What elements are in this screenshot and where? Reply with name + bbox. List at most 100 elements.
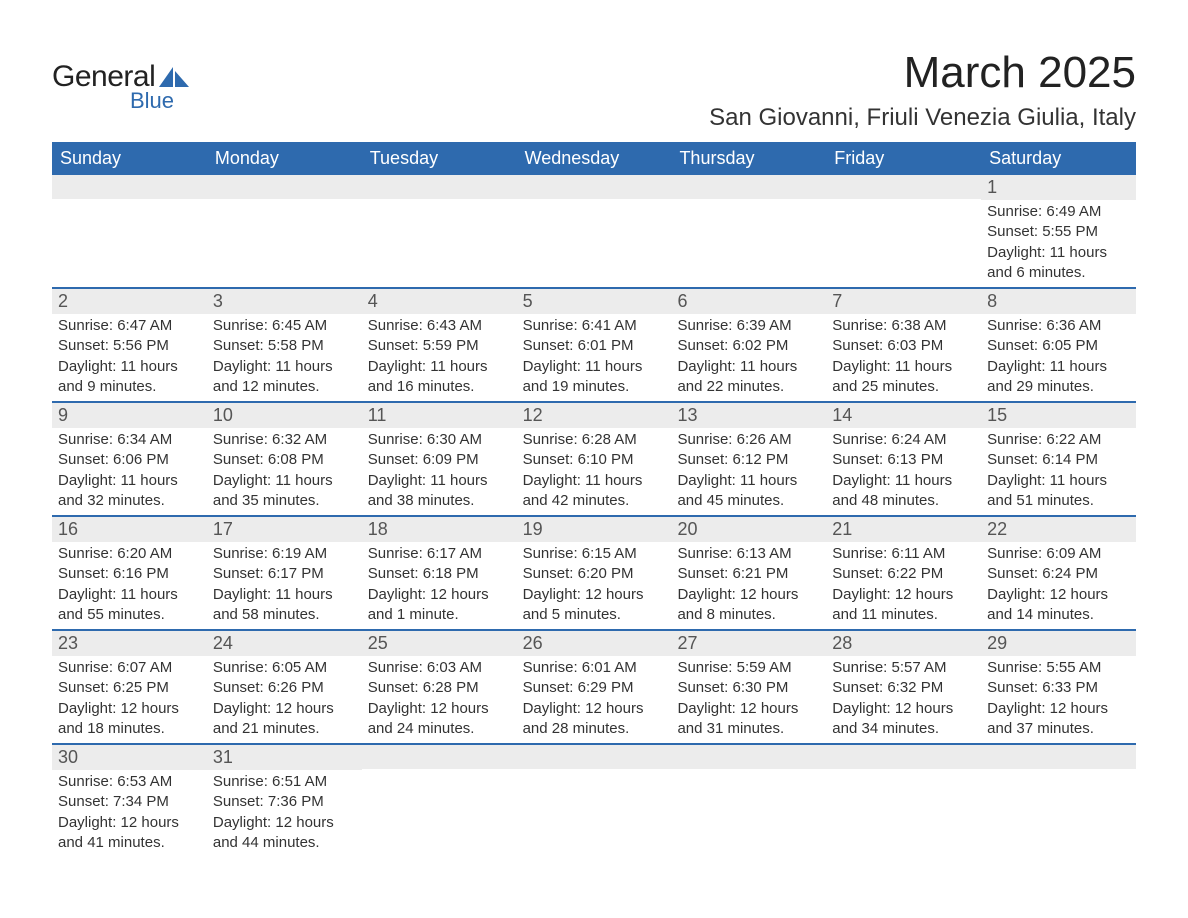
- day-content: Sunrise: 6:51 AMSunset: 7:36 PMDaylight:…: [207, 770, 362, 857]
- day-content: [362, 199, 517, 205]
- calendar-day: [207, 175, 362, 287]
- sunset-text: Sunset: 6:22 PM: [832, 564, 975, 584]
- day-content: [207, 199, 362, 205]
- daylight-text: Daylight: 11 hours and 25 minutes.: [832, 357, 975, 398]
- calendar-day: 31Sunrise: 6:51 AMSunset: 7:36 PMDayligh…: [207, 745, 362, 857]
- day-number: 15: [981, 403, 1136, 428]
- day-number: [826, 175, 981, 199]
- day-content: Sunrise: 6:47 AMSunset: 5:56 PMDaylight:…: [52, 314, 207, 401]
- daylight-text: Daylight: 12 hours and 11 minutes.: [832, 585, 975, 626]
- calendar-day: 17Sunrise: 6:19 AMSunset: 6:17 PMDayligh…: [207, 517, 362, 629]
- calendar-week: 1Sunrise: 6:49 AMSunset: 5:55 PMDaylight…: [52, 175, 1136, 287]
- sunrise-text: Sunrise: 6:24 AM: [832, 430, 975, 450]
- month-title: March 2025: [709, 48, 1136, 98]
- sunrise-text: Sunrise: 6:36 AM: [987, 316, 1130, 336]
- daylight-text: Daylight: 12 hours and 44 minutes.: [213, 813, 356, 854]
- sunrise-text: Sunrise: 6:05 AM: [213, 658, 356, 678]
- weekday-header: Friday: [826, 142, 981, 175]
- sunset-text: Sunset: 6:21 PM: [677, 564, 820, 584]
- day-number: 21: [826, 517, 981, 542]
- calendar-day: 25Sunrise: 6:03 AMSunset: 6:28 PMDayligh…: [362, 631, 517, 743]
- calendar-day: 14Sunrise: 6:24 AMSunset: 6:13 PMDayligh…: [826, 403, 981, 515]
- day-number: [981, 745, 1136, 769]
- daylight-text: Daylight: 12 hours and 21 minutes.: [213, 699, 356, 740]
- day-content: [671, 199, 826, 205]
- calendar-day: 21Sunrise: 6:11 AMSunset: 6:22 PMDayligh…: [826, 517, 981, 629]
- weekday-header: Saturday: [981, 142, 1136, 175]
- calendar-day: 3Sunrise: 6:45 AMSunset: 5:58 PMDaylight…: [207, 289, 362, 401]
- brand-logo: General Blue: [52, 60, 189, 114]
- day-content: [826, 199, 981, 205]
- day-content: Sunrise: 6:26 AMSunset: 6:12 PMDaylight:…: [671, 428, 826, 515]
- day-number: [671, 745, 826, 769]
- sunset-text: Sunset: 6:28 PM: [368, 678, 511, 698]
- day-content: [52, 199, 207, 205]
- day-number: [207, 175, 362, 199]
- day-content: Sunrise: 6:43 AMSunset: 5:59 PMDaylight:…: [362, 314, 517, 401]
- calendar-day: 20Sunrise: 6:13 AMSunset: 6:21 PMDayligh…: [671, 517, 826, 629]
- sunrise-text: Sunrise: 6:26 AM: [677, 430, 820, 450]
- day-content: Sunrise: 5:55 AMSunset: 6:33 PMDaylight:…: [981, 656, 1136, 743]
- day-number: 28: [826, 631, 981, 656]
- day-number: 5: [517, 289, 672, 314]
- day-content: Sunrise: 6:49 AMSunset: 5:55 PMDaylight:…: [981, 200, 1136, 287]
- sunrise-text: Sunrise: 6:32 AM: [213, 430, 356, 450]
- day-number: [362, 745, 517, 769]
- calendar-day: [362, 745, 517, 857]
- calendar-day: 29Sunrise: 5:55 AMSunset: 6:33 PMDayligh…: [981, 631, 1136, 743]
- daylight-text: Daylight: 11 hours and 22 minutes.: [677, 357, 820, 398]
- day-number: 31: [207, 745, 362, 770]
- daylight-text: Daylight: 11 hours and 51 minutes.: [987, 471, 1130, 512]
- calendar-day: [671, 745, 826, 857]
- title-block: March 2025 San Giovanni, Friuli Venezia …: [709, 48, 1136, 132]
- daylight-text: Daylight: 11 hours and 38 minutes.: [368, 471, 511, 512]
- location-text: San Giovanni, Friuli Venezia Giulia, Ita…: [709, 104, 1136, 132]
- day-content: Sunrise: 6:19 AMSunset: 6:17 PMDaylight:…: [207, 542, 362, 629]
- calendar-day: 18Sunrise: 6:17 AMSunset: 6:18 PMDayligh…: [362, 517, 517, 629]
- weekday-header: Thursday: [671, 142, 826, 175]
- day-content: Sunrise: 6:05 AMSunset: 6:26 PMDaylight:…: [207, 656, 362, 743]
- sunrise-text: Sunrise: 5:57 AM: [832, 658, 975, 678]
- daylight-text: Daylight: 11 hours and 58 minutes.: [213, 585, 356, 626]
- day-content: Sunrise: 6:13 AMSunset: 6:21 PMDaylight:…: [671, 542, 826, 629]
- weekday-header-row: Sunday Monday Tuesday Wednesday Thursday…: [52, 142, 1136, 175]
- calendar-week: 9Sunrise: 6:34 AMSunset: 6:06 PMDaylight…: [52, 401, 1136, 515]
- daylight-text: Daylight: 11 hours and 12 minutes.: [213, 357, 356, 398]
- day-number: [671, 175, 826, 199]
- day-content: Sunrise: 6:53 AMSunset: 7:34 PMDaylight:…: [52, 770, 207, 857]
- calendar: Sunday Monday Tuesday Wednesday Thursday…: [52, 142, 1136, 857]
- calendar-day: [517, 745, 672, 857]
- sunset-text: Sunset: 6:13 PM: [832, 450, 975, 470]
- sunset-text: Sunset: 6:05 PM: [987, 336, 1130, 356]
- calendar-day: [981, 745, 1136, 857]
- day-number: 16: [52, 517, 207, 542]
- sunset-text: Sunset: 7:34 PM: [58, 792, 201, 812]
- daylight-text: Daylight: 12 hours and 1 minute.: [368, 585, 511, 626]
- day-number: 2: [52, 289, 207, 314]
- day-number: 19: [517, 517, 672, 542]
- calendar-day: 30Sunrise: 6:53 AMSunset: 7:34 PMDayligh…: [52, 745, 207, 857]
- day-content: Sunrise: 6:24 AMSunset: 6:13 PMDaylight:…: [826, 428, 981, 515]
- sunrise-text: Sunrise: 6:01 AM: [523, 658, 666, 678]
- calendar-day: 7Sunrise: 6:38 AMSunset: 6:03 PMDaylight…: [826, 289, 981, 401]
- sunset-text: Sunset: 6:32 PM: [832, 678, 975, 698]
- sunrise-text: Sunrise: 6:49 AM: [987, 202, 1130, 222]
- sunset-text: Sunset: 5:55 PM: [987, 222, 1130, 242]
- sunset-text: Sunset: 6:14 PM: [987, 450, 1130, 470]
- calendar-day: [362, 175, 517, 287]
- sunrise-text: Sunrise: 6:20 AM: [58, 544, 201, 564]
- sunrise-text: Sunrise: 6:53 AM: [58, 772, 201, 792]
- sunrise-text: Sunrise: 6:45 AM: [213, 316, 356, 336]
- daylight-text: Daylight: 12 hours and 41 minutes.: [58, 813, 201, 854]
- day-content: Sunrise: 6:30 AMSunset: 6:09 PMDaylight:…: [362, 428, 517, 515]
- day-number: 6: [671, 289, 826, 314]
- sunset-text: Sunset: 6:20 PM: [523, 564, 666, 584]
- day-number: 18: [362, 517, 517, 542]
- day-number: [517, 745, 672, 769]
- calendar-day: 12Sunrise: 6:28 AMSunset: 6:10 PMDayligh…: [517, 403, 672, 515]
- calendar-day: 9Sunrise: 6:34 AMSunset: 6:06 PMDaylight…: [52, 403, 207, 515]
- calendar-day: 5Sunrise: 6:41 AMSunset: 6:01 PMDaylight…: [517, 289, 672, 401]
- calendar-day: 10Sunrise: 6:32 AMSunset: 6:08 PMDayligh…: [207, 403, 362, 515]
- sunset-text: Sunset: 6:08 PM: [213, 450, 356, 470]
- sunset-text: Sunset: 5:56 PM: [58, 336, 201, 356]
